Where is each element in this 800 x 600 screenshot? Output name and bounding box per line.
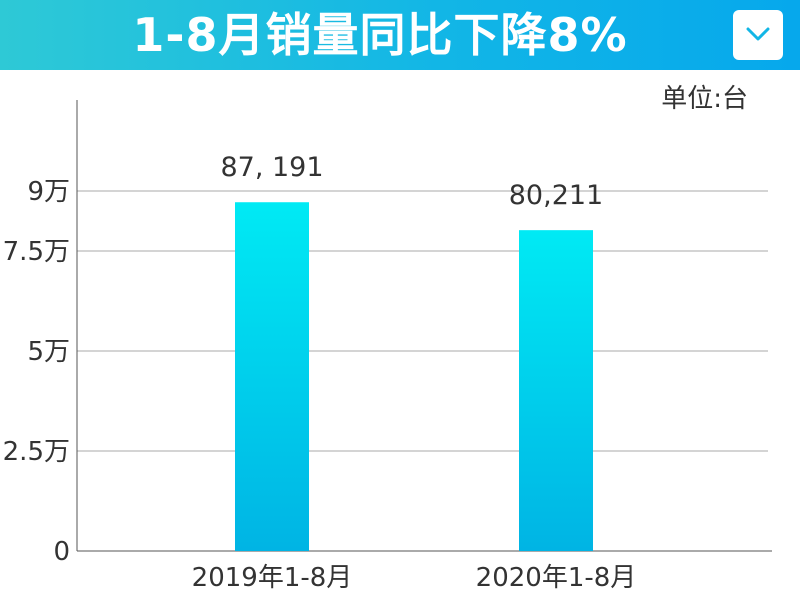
x-tick-label: 2020年1-8月 [476, 563, 637, 593]
y-tick-label: 9万 [27, 177, 70, 207]
y-tick-label: 7.5万 [3, 237, 70, 267]
dropdown-button[interactable] [733, 10, 783, 60]
data-label: 87, 191 [220, 152, 323, 183]
x-tick-label: 2019年1-8月 [192, 563, 353, 593]
chart-title: 1-8月销量同比下降8% [132, 8, 628, 62]
y-tick-label: 0 [53, 537, 70, 567]
header-bar [0, 0, 800, 70]
chevron-down-icon [746, 27, 770, 41]
unit-label: 单位:台 [661, 84, 748, 114]
data-label: 80,211 [509, 180, 603, 211]
bar [235, 202, 309, 551]
y-tick-label: 2.5万 [3, 437, 70, 467]
bar [519, 230, 593, 551]
y-tick-label: 5万 [27, 337, 70, 367]
